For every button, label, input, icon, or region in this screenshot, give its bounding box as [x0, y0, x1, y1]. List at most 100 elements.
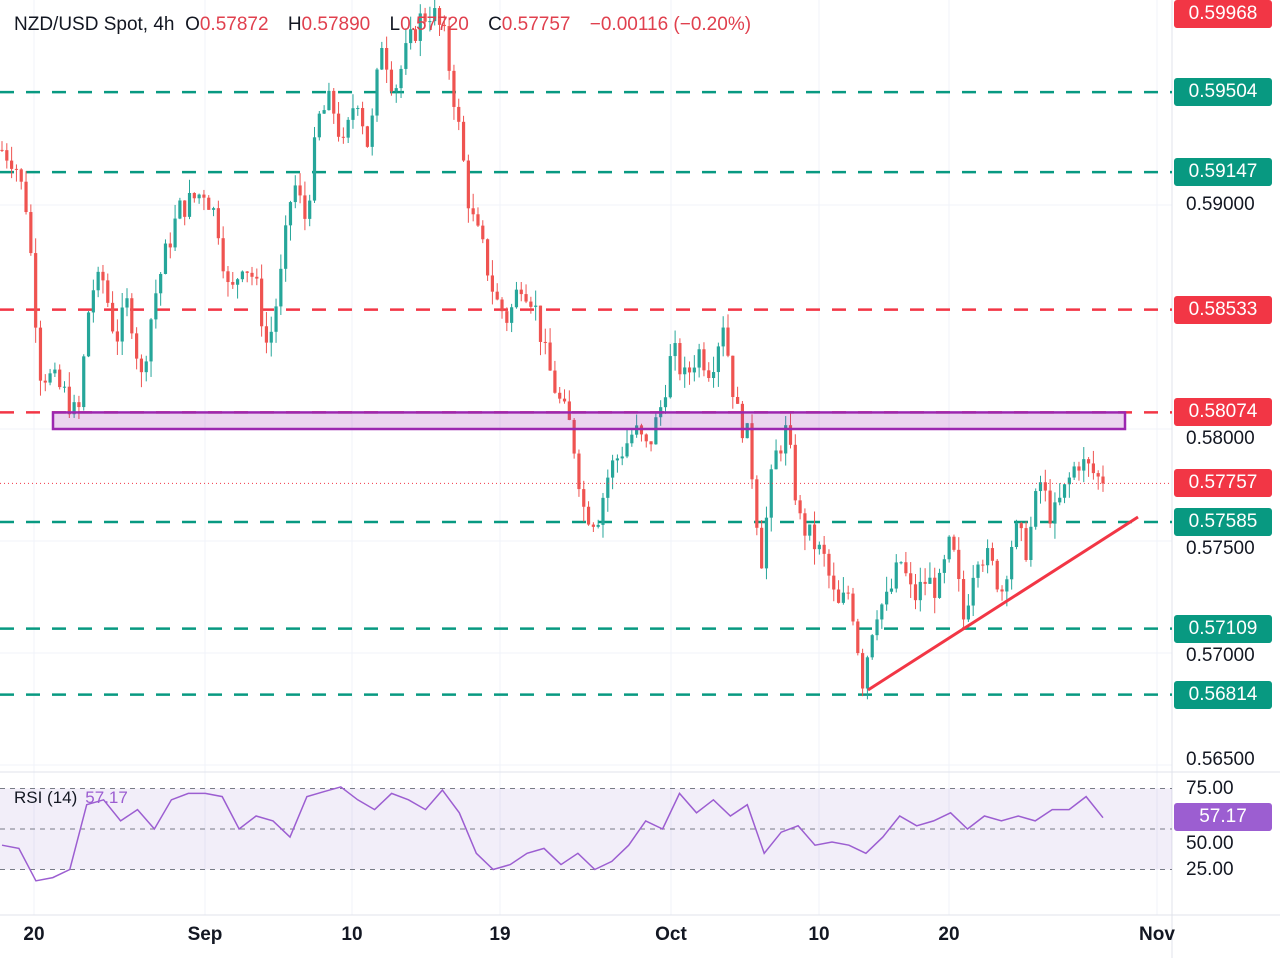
- candle-body: [745, 423, 749, 439]
- candle-body: [976, 564, 980, 578]
- candle-body: [548, 342, 552, 371]
- candle-body: [125, 298, 129, 308]
- candle-body: [928, 577, 932, 584]
- candle-body: [178, 200, 182, 219]
- candle-body: [154, 293, 158, 320]
- low-label: L: [389, 14, 401, 35]
- candle-body: [447, 26, 451, 71]
- candle-body: [1048, 490, 1052, 524]
- candle-body: [38, 327, 43, 381]
- candle-body: [380, 48, 384, 70]
- candle-body: [1053, 502, 1057, 524]
- candle-body: [211, 208, 216, 210]
- candle-body: [10, 160, 14, 169]
- candle-body: [822, 544, 826, 554]
- candle-body: [538, 305, 543, 342]
- candle-body: [721, 327, 725, 347]
- candle-body: [260, 278, 264, 327]
- candle-body: [423, 13, 427, 22]
- candle-body: [1101, 476, 1105, 484]
- price-level-label: 0.57109: [1174, 614, 1272, 643]
- candle-body: [409, 29, 413, 44]
- candle-body: [582, 489, 586, 507]
- candle-body: [875, 619, 879, 636]
- candle-body: [341, 136, 345, 138]
- candle-body: [1014, 523, 1019, 547]
- candle-body: [562, 398, 567, 402]
- candle-body: [67, 386, 71, 415]
- candle-body: [731, 355, 735, 397]
- candle-body: [5, 150, 9, 161]
- candle-body: [625, 443, 629, 457]
- candle-body: [120, 307, 124, 342]
- candle-body: [707, 370, 711, 379]
- candle-body: [788, 425, 793, 445]
- candle-body: [995, 560, 999, 590]
- candle-body: [885, 591, 889, 605]
- candle-body: [567, 401, 571, 420]
- candle-body: [346, 119, 350, 138]
- candle-body: [115, 331, 119, 342]
- candle-body: [1024, 528, 1028, 560]
- trendline: [867, 515, 1139, 692]
- candle-body: [293, 185, 297, 203]
- candle-body: [308, 200, 312, 219]
- candle-body: [245, 271, 249, 273]
- candle-body: [1038, 482, 1043, 492]
- candle-body: [740, 403, 745, 439]
- candle-body: [899, 562, 903, 564]
- candle-body: [303, 195, 307, 219]
- candle-body: [769, 469, 773, 518]
- candle-body: [394, 88, 398, 92]
- candle-body: [961, 579, 966, 620]
- candle-body: [534, 305, 538, 307]
- candle-body: [1072, 466, 1076, 478]
- rsi-band: [0, 788, 1172, 870]
- candle-body: [793, 444, 797, 501]
- candle-body: [514, 289, 519, 308]
- candle-body: [274, 306, 278, 332]
- candle-body: [577, 453, 581, 490]
- candle-body: [255, 276, 259, 279]
- candle-body: [519, 289, 523, 295]
- candle-body: [889, 588, 894, 592]
- rsi-axis-label: 25.00: [1186, 858, 1234, 880]
- candle-body: [990, 548, 995, 561]
- candle-body: [72, 402, 76, 415]
- candle-body: [1019, 523, 1023, 529]
- candle-body: [586, 506, 591, 525]
- candle-body: [836, 589, 841, 603]
- candle-body: [1058, 497, 1062, 503]
- candle-body: [596, 524, 600, 527]
- candle-body: [327, 90, 331, 111]
- candle-body: [663, 397, 668, 408]
- candle-body: [399, 68, 403, 89]
- candle-body: [457, 106, 461, 122]
- rsi-label: RSI (14): [14, 788, 78, 807]
- candle-body: [937, 572, 942, 598]
- candle-body: [135, 333, 139, 359]
- rsi-axis-label: 75.00: [1186, 777, 1234, 799]
- candle-body: [1005, 579, 1009, 592]
- candle-body: [1091, 463, 1095, 474]
- candle-body: [1029, 526, 1033, 560]
- candle-body: [673, 343, 677, 357]
- candle-body: [1096, 473, 1100, 477]
- price-level-label: 0.59968: [1174, 0, 1272, 28]
- candle-body: [471, 208, 475, 215]
- time-axis-label: 10: [341, 924, 363, 945]
- rsi-value: 57.17: [85, 788, 128, 807]
- candle-body: [433, 8, 437, 22]
- candle-body: [466, 160, 470, 209]
- candle-body: [385, 48, 389, 70]
- candle-body: [909, 573, 913, 585]
- time-axis-label: 20: [23, 924, 45, 945]
- candle-body: [485, 239, 490, 276]
- candle-body: [529, 301, 533, 307]
- candle-body: [187, 192, 192, 217]
- candle-body: [779, 450, 783, 454]
- candle-body: [505, 311, 509, 323]
- candle-body: [865, 657, 870, 689]
- price-level-label: 0.57757: [1174, 469, 1272, 498]
